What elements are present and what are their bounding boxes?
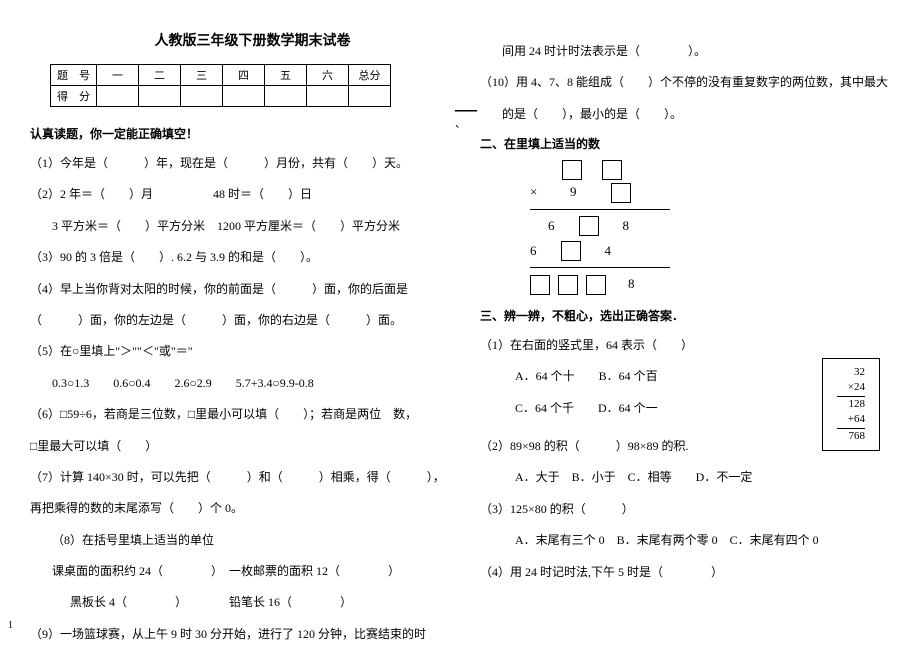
section-instruction: 认真读题，你一定能正确填空！: [30, 125, 445, 142]
question-9: （9）一场篮球赛，从上午 9 时 30 分开始，进行了 120 分钟，比赛结束的…: [30, 624, 445, 644]
digit-4: 4: [605, 239, 612, 264]
calc-line: 768: [837, 429, 865, 444]
question-8a: （8）在括号里填上适当的单位: [30, 530, 445, 550]
question-3-4: （4）用 24 时记时法,下午 5 时是（ ）: [480, 562, 895, 582]
question-8b: 课桌面的面积约 24（ ） 一枚邮票的面积 12（ ）: [30, 561, 445, 581]
options-3-3: A．末尾有三个 0 B．末尾有两个零 0 C．末尾有四个 0: [515, 530, 895, 550]
question-4b: （ ）面，你的左边是（ ）面，你的右边是（ ）面。: [30, 310, 445, 330]
question-7a: （7）计算 140×30 时，可以先把（ ）和（ ）相乘，得（ ），: [30, 467, 445, 487]
score-table: 题 号 一 二 三 四 五 六 总分 得 分: [50, 64, 391, 107]
calc-line: 32: [837, 365, 865, 380]
blank-box: [602, 160, 622, 180]
blank-box: [558, 275, 578, 295]
digit-8: 8: [623, 214, 630, 239]
question-3: （3）90 的 3 倍是（ ）. 6.2 与 3.9 的和是（ ）。: [30, 247, 445, 267]
th: 一: [97, 65, 139, 86]
digit-6: 6: [548, 214, 555, 239]
calc-line: 128: [837, 397, 865, 412]
td: [181, 86, 223, 107]
tick-mark: 、: [455, 115, 466, 131]
question-2b: 3 平方米＝（ ）平方分米 1200 平方厘米＝（ ）平方分米: [30, 216, 445, 236]
question-5b: 0.3○1.3 0.6○0.4 2.6○2.9 5.7+3.4○9.9-0.8: [30, 373, 445, 393]
td-label: 得 分: [51, 86, 97, 107]
td: [139, 86, 181, 107]
options-3-2: A．大于 B．小于 C．相等 D．不一定: [515, 467, 895, 487]
question-7b: 再把乘得的数的末尾添写（ ）个 0。: [30, 498, 445, 518]
td: [223, 86, 265, 107]
rule-line: [530, 267, 670, 268]
td: [349, 86, 391, 107]
question-2a: （2）2 年＝（ ）月 48 时＝（ ）日: [30, 184, 445, 204]
mult-sign: ×: [530, 180, 544, 205]
th-label: 题 号: [51, 65, 97, 86]
digit-6: 6: [530, 239, 537, 264]
question-3-3: （3）125×80 的积（ ）: [480, 499, 895, 519]
blank-box: [561, 241, 581, 261]
blank-box: [586, 275, 606, 295]
digit-8: 8: [628, 272, 635, 297]
question-8c: 黑板长 4（ ） 铅笔长 16（ ）: [30, 592, 445, 612]
section-3-heading: 三、辨一辨，不粗心，选出正确答案．: [480, 307, 895, 324]
blank-box: [579, 216, 599, 236]
th: 五: [265, 65, 307, 86]
th: 三: [181, 65, 223, 86]
question-10a: （10）用 4、7、8 能组成（ ）个不停的没有重复数字的两位数，其中最大: [480, 72, 895, 92]
section-2-heading: 二、在里填上适当的数: [480, 135, 895, 152]
question-6b: □里最大可以填（ ）: [30, 436, 445, 456]
td: [97, 86, 139, 107]
question-4a: （4）早上当你背对太阳的时候，你的前面是（ ）面，你的后面是: [30, 279, 445, 299]
calc-line: +64: [837, 412, 865, 428]
blank-box: [562, 160, 582, 180]
blank-box: [611, 183, 631, 203]
exam-title: 人教版三年级下册数学期末试卷: [60, 30, 445, 50]
th: 二: [139, 65, 181, 86]
question-6a: （6）□59÷6，若商是三位数，□里最小可以填（ ）；若商是两位 数，: [30, 404, 445, 424]
digit-9: 9: [570, 180, 577, 205]
th: 总分: [349, 65, 391, 86]
page-number: 1: [8, 620, 13, 631]
question-10b: 的是（ ），最小的是（ ）。: [480, 104, 895, 124]
th: 四: [223, 65, 265, 86]
question-3-1: （1）在右面的竖式里，64 表示（ ）: [480, 335, 895, 355]
calc-line: ×24: [837, 380, 865, 396]
question-5a: （5）在○里填上"＞""＜"或"＝": [30, 341, 445, 361]
vertical-calc-box: 32 ×24 128 +64 768: [822, 358, 880, 451]
table-row: 得 分: [51, 86, 391, 107]
rule-line: [530, 209, 670, 210]
th: 六: [307, 65, 349, 86]
td: [307, 86, 349, 107]
multiplication-puzzle: × 9 6 8 6 4 8: [530, 160, 895, 297]
question-1: （1）今年是（ ）年，现在是（ ）月份，共有（ ）天。: [30, 153, 445, 173]
question-9b: 间用 24 时计时法表示是（ ）。: [480, 41, 895, 61]
td: [265, 86, 307, 107]
blank-box: [530, 275, 550, 295]
table-row: 题 号 一 二 三 四 五 六 总分: [51, 65, 391, 86]
